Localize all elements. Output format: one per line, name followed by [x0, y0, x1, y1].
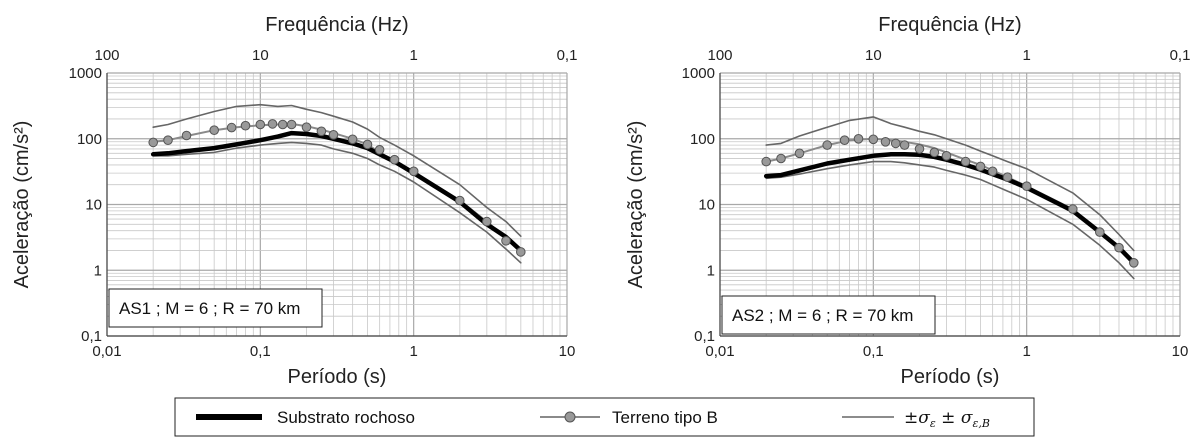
legend-label-sigma: ±σε ± σε,B — [904, 408, 990, 430]
x2-tick-label: 100 — [94, 47, 119, 64]
y-tick-label: 0,1 — [81, 328, 102, 345]
y-tick-label: 10 — [85, 197, 102, 214]
annotation-box — [108, 288, 323, 328]
data-point-terreno — [286, 119, 297, 130]
x-tick-label: 10 — [1172, 343, 1189, 360]
data-point-terreno — [776, 153, 786, 164]
y-axis-title: Aceleração (cm/s²) — [11, 121, 33, 289]
y-tick-label: 100 — [690, 131, 715, 148]
data-point-terreno — [1068, 204, 1078, 214]
data-point-terreno — [1021, 181, 1032, 191]
data-point-terreno — [316, 126, 327, 137]
series-line-terreno — [152, 122, 522, 253]
legend-label-terreno: Terreno tipo B — [612, 408, 718, 427]
x2-tick-label: 10 — [252, 47, 269, 64]
legend-label-substrato: Substrato rochoso — [277, 408, 415, 427]
data-point-terreno — [374, 145, 385, 155]
data-point-terreno — [839, 135, 850, 145]
x-tick-label: 0,01 — [705, 343, 734, 360]
data-point-terreno — [455, 195, 465, 206]
series-line-sigma-lower — [765, 160, 1135, 280]
data-point-terreno — [301, 122, 312, 132]
data-point-terreno — [1095, 227, 1105, 237]
x-tick-label: 0,1 — [250, 343, 271, 360]
data-point-terreno — [880, 137, 891, 147]
data-point-terreno — [362, 139, 373, 150]
data-point-terreno — [929, 147, 940, 158]
y-tick-label: 100 — [77, 131, 102, 148]
data-point-terreno — [240, 120, 251, 131]
x-axis-title: Período (s) — [288, 366, 387, 388]
data-point-terreno — [868, 134, 879, 145]
data-point-terreno — [1002, 172, 1013, 182]
data-point-terreno — [975, 161, 986, 172]
legend: Substrato rochoso Terreno tipo B ±σε ± σ… — [174, 397, 1035, 437]
x-tick-label: 0,1 — [863, 343, 884, 360]
annotation-box — [721, 295, 936, 335]
x2-tick-label: 1 — [409, 47, 417, 64]
x2-tick-label: 0,1 — [1170, 47, 1191, 64]
x-axis-title: Período (s) — [901, 366, 1000, 388]
data-point-terreno — [226, 122, 237, 133]
y-tick-label: 10 — [698, 197, 715, 214]
data-point-terreno — [853, 134, 864, 144]
data-point-terreno — [1129, 258, 1139, 268]
data-point-terreno — [794, 148, 805, 159]
y-tick-label: 1 — [707, 262, 715, 279]
y-tick-label: 1 — [94, 262, 102, 279]
y-axis-title: Aceleração (cm/s²) — [625, 121, 647, 289]
data-point-terreno — [516, 247, 526, 257]
annotation-text: AS1 ; M = 6 ; R = 70 km — [119, 299, 300, 318]
data-point-terreno — [389, 154, 400, 165]
annotation-text: AS2 ; M = 6 ; R = 70 km — [732, 306, 913, 325]
x2-axis-title: Frequência (Hz) — [878, 14, 1021, 36]
series-line-sigma-lower — [152, 141, 522, 264]
y-tick-label: 0,1 — [694, 328, 715, 345]
data-point-terreno — [482, 216, 492, 227]
data-point-terreno — [501, 236, 511, 246]
data-point-terreno — [890, 138, 901, 149]
data-point-terreno — [255, 119, 266, 130]
series-line-sigma-upper — [765, 116, 1135, 252]
x2-tick-label: 10 — [865, 47, 882, 64]
data-point-terreno — [941, 151, 952, 161]
series-line-substrato — [763, 152, 1137, 266]
data-point-terreno — [277, 119, 288, 130]
data-point-terreno — [163, 135, 173, 145]
x2-tick-label: 100 — [707, 47, 732, 64]
x2-axis-title: Frequência (Hz) — [265, 14, 408, 36]
x-tick-label: 1 — [409, 343, 417, 360]
data-point-terreno — [209, 125, 219, 135]
data-point-terreno — [761, 156, 772, 167]
data-point-terreno — [347, 134, 358, 145]
data-point-terreno — [181, 130, 192, 141]
legend-marker-terreno — [564, 411, 576, 423]
data-point-terreno — [914, 144, 925, 154]
y-tick-label: 1000 — [69, 65, 102, 82]
x2-tick-label: 0,1 — [557, 47, 578, 64]
x-tick-label: 10 — [559, 343, 576, 360]
data-point-terreno — [822, 140, 833, 150]
data-point-terreno — [328, 130, 339, 140]
data-point-terreno — [148, 137, 158, 148]
data-point-terreno — [987, 166, 998, 177]
data-point-terreno — [1114, 242, 1124, 253]
data-point-terreno — [960, 156, 971, 167]
data-point-terreno — [408, 166, 419, 177]
series-line-substrato — [150, 130, 524, 253]
series-line-sigma-upper — [152, 103, 522, 237]
x-tick-label: 0,01 — [92, 343, 121, 360]
y-tick-label: 1000 — [682, 65, 715, 82]
x2-tick-label: 1 — [1022, 47, 1030, 64]
data-point-terreno — [267, 119, 278, 129]
data-point-terreno — [899, 140, 910, 150]
x-tick-label: 1 — [1022, 343, 1030, 360]
